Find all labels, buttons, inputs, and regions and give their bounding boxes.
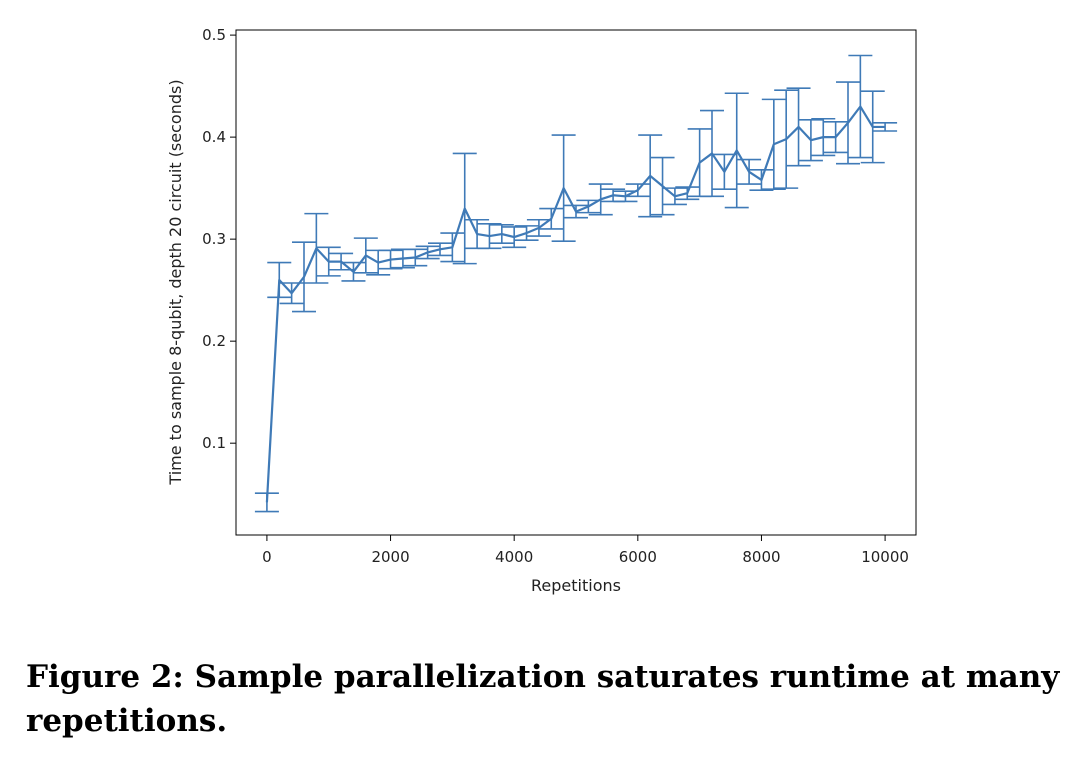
y-tick-label: 0.5 [202, 26, 226, 44]
plot-area [235, 29, 917, 536]
y-axis: 0.1 0.2 0.3 0.4 0.5 [202, 26, 236, 452]
x-axis: 0 2000 4000 6000 8000 10000 [262, 535, 909, 566]
error-bar [873, 122, 898, 132]
x-tick-label: 6000 [619, 548, 657, 566]
y-tick-label: 0.4 [202, 128, 226, 146]
y-tick-label: 0.3 [202, 230, 226, 248]
y-tick-label: 0.2 [202, 332, 226, 350]
y-tick-label: 0.1 [202, 434, 226, 452]
x-axis-label: Repetitions [531, 576, 621, 595]
x-tick-label: 8000 [742, 548, 780, 566]
figure-caption: Figure 2: Sample parallelization saturat… [26, 659, 1060, 739]
x-tick-label: 0 [262, 548, 272, 566]
x-tick-label: 2000 [371, 548, 409, 566]
y-axis-label: Time to sample 8-qubit, depth 20 circuit… [166, 79, 185, 485]
runtime-chart: 0 2000 4000 6000 8000 10000 0.1 0.2 0.3 0.4 0.5 R… [166, 26, 917, 595]
x-tick-label: 4000 [495, 548, 533, 566]
series-line [265, 105, 886, 503]
x-tick-label: 10000 [861, 548, 909, 566]
